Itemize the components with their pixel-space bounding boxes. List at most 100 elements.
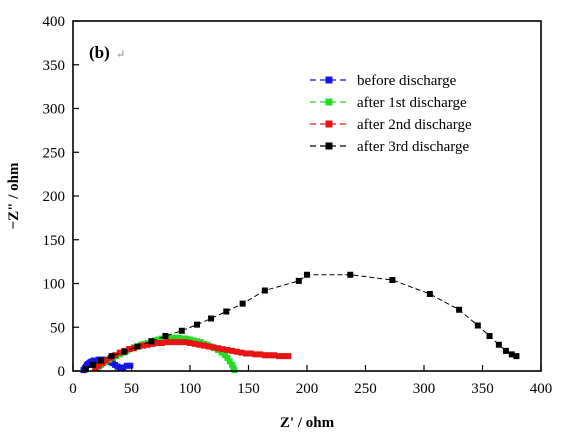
data-point: [261, 287, 268, 294]
y-tick-label: 350: [43, 58, 66, 74]
data-point: [275, 353, 282, 360]
data-point: [123, 362, 130, 369]
plot-marks: [80, 271, 520, 374]
data-point: [426, 291, 433, 297]
legend-marker: [325, 120, 333, 128]
x-tick-label: 350: [471, 381, 494, 397]
legend: before discharge after 1st discharge after…: [310, 73, 472, 155]
data-point: [98, 357, 105, 364]
data-point: [389, 277, 396, 283]
data-point: [223, 308, 230, 315]
axis-ticks: [72, 20, 542, 372]
data-point: [121, 348, 128, 355]
data-point: [513, 353, 520, 360]
data-point: [257, 351, 264, 358]
data-point: [140, 342, 147, 349]
panel-label: (b): [89, 43, 110, 62]
data-point: [502, 347, 509, 354]
data-point: [194, 321, 201, 328]
legend-marker: [325, 76, 333, 84]
data-point: [219, 346, 226, 353]
y-tick-label: 0: [58, 364, 66, 380]
data-point: [239, 300, 246, 307]
data-point: [187, 340, 193, 346]
data-point: [102, 357, 109, 364]
data-point: [304, 271, 310, 278]
data-point: [295, 277, 302, 284]
y-tick-label: 400: [43, 14, 66, 30]
data-point: [162, 333, 169, 339]
data-point: [155, 336, 162, 343]
y-tick-label: 200: [43, 189, 66, 205]
x-tick-label: 50: [124, 381, 139, 397]
series-line: [85, 274, 517, 370]
y-tick-label: 250: [43, 145, 66, 161]
data-point: [456, 306, 463, 313]
x-tick-label: 200: [296, 381, 319, 397]
data-point: [95, 362, 102, 369]
x-axis-title: Z' / ohm: [280, 415, 335, 431]
data-point: [178, 327, 185, 334]
data-point: [134, 343, 141, 350]
data-point: [187, 336, 193, 343]
y-tick-label: 300: [43, 102, 66, 118]
data-point: [165, 334, 172, 341]
x-tick-label: 150: [237, 381, 260, 397]
data-point: [233, 348, 240, 355]
x-tick-label: 400: [530, 381, 553, 397]
data-point: [127, 362, 134, 369]
data-point: [201, 342, 208, 349]
x-tick-label: 100: [179, 381, 202, 397]
x-tick-label: 250: [354, 381, 377, 397]
data-point: [474, 322, 481, 329]
data-point: [231, 367, 238, 374]
legend-marker: [325, 142, 333, 150]
data-point: [182, 339, 189, 346]
data-point: [92, 365, 99, 372]
data-point: [252, 351, 259, 358]
data-point: [224, 347, 231, 353]
data-point: [495, 341, 502, 348]
data-point: [144, 341, 151, 348]
data-point: [196, 341, 203, 348]
data-point: [82, 366, 89, 373]
x-tick-label: 300: [413, 381, 436, 397]
data-point: [226, 358, 233, 365]
y-tick-label: 100: [43, 277, 66, 293]
data-point: [158, 340, 165, 346]
data-point: [120, 364, 127, 371]
data-point: [190, 337, 197, 344]
data-point: [243, 350, 250, 357]
data-point: [347, 271, 354, 278]
legend-label: before discharge: [357, 73, 457, 89]
x-tick-label: 0: [69, 381, 77, 397]
data-point: [210, 344, 217, 351]
legend-item: after 3rd discharge: [310, 139, 470, 155]
data-point: [163, 339, 170, 346]
data-point: [247, 350, 254, 357]
data-point: [176, 334, 183, 341]
data-point: [154, 340, 161, 346]
series-4: [82, 271, 520, 373]
y-tick-label: 150: [43, 233, 66, 249]
legend-marker: [325, 98, 333, 106]
data-point: [177, 339, 184, 346]
legend-label: after 3rd discharge: [357, 139, 470, 155]
data-point: [218, 349, 225, 356]
plot-frame: [72, 20, 542, 372]
data-point: [126, 346, 133, 353]
legend-item: after 2nd discharge: [310, 117, 472, 133]
data-point: [116, 349, 123, 356]
data-point: [486, 333, 493, 339]
data-point: [169, 334, 176, 341]
data-point: [261, 352, 268, 359]
panel-return-mark: ↵: [116, 49, 125, 61]
y-axis-title: −Z" / ohm: [6, 162, 22, 229]
data-point: [229, 347, 236, 354]
data-point: [191, 340, 198, 347]
legend-item: before discharge: [310, 73, 457, 89]
data-point: [172, 339, 179, 346]
data-point: [183, 335, 190, 342]
data-point: [205, 343, 212, 350]
